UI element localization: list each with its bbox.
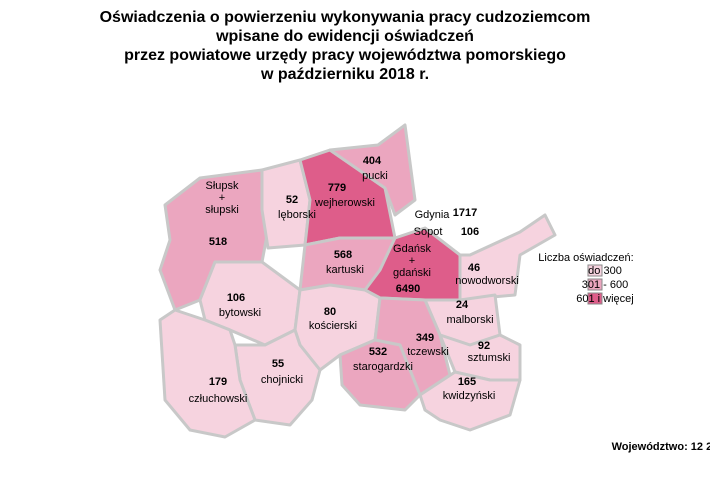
title-line: przez powiatowe urzędy pracy województwa… (124, 47, 566, 64)
region-value: 779 (328, 182, 346, 194)
city-value: 1717 (453, 207, 477, 219)
total: Województwo: 12 262 oświadczenia (612, 441, 710, 453)
region-value: 568 (334, 249, 352, 261)
region-value: 46 (468, 262, 480, 274)
region-area (338, 338, 422, 412)
regions (158, 123, 557, 439)
region-name: sztumski (468, 352, 511, 364)
region-name: Gdańsk (393, 243, 431, 255)
legend-label: 301 - 600 (582, 279, 628, 291)
region-name: człuchowski (189, 393, 248, 405)
region-name: + (409, 255, 415, 267)
region-name: bytowski (219, 307, 261, 319)
region-name: malborski (446, 314, 493, 326)
region-value: 518 (209, 236, 227, 248)
title-line: Oświadczenia o powierzeniu wykonywania p… (100, 9, 591, 26)
city-value: 106 (461, 226, 479, 238)
region-value: 404 (363, 155, 382, 167)
region-name: wejherowski (314, 197, 375, 209)
legend-label: 601 i więcej (576, 293, 633, 305)
city-name: Sopot (414, 226, 443, 238)
region-value: 349 (416, 332, 434, 344)
region-name: starogardzki (353, 361, 413, 373)
title-line: w październiku 2018 r. (260, 66, 429, 83)
region-value: 92 (478, 340, 490, 352)
legend-swatch (587, 264, 603, 277)
region-name: Słupsk (205, 180, 239, 192)
region-area (328, 123, 417, 217)
legend-swatch (587, 292, 603, 305)
region-name: nowodworski (455, 275, 519, 287)
region-area (418, 370, 522, 432)
title-line: wpisane do ewidencji oświadczeń (215, 28, 474, 45)
region-value: 52 (286, 194, 298, 206)
region-name: kartuski (326, 264, 364, 276)
region-name: chojnicki (261, 374, 303, 386)
city-name: Gdynia (415, 209, 451, 221)
region-name: pucki (362, 170, 388, 182)
legend-label: do 300 (588, 265, 622, 277)
region-name: kwidzyński (443, 390, 496, 402)
legend-swatch (587, 278, 603, 291)
region-value: 55 (272, 358, 284, 370)
region-name: tczewski (407, 346, 449, 358)
region-value: 179 (209, 376, 227, 388)
region-name: lęborski (278, 209, 316, 221)
region-value: 6490 (396, 283, 420, 295)
region-value: 106 (227, 292, 245, 304)
region-area (158, 308, 257, 439)
region-value: 165 (458, 376, 476, 388)
region-name: słupski (205, 204, 239, 216)
legend-title: Liczba oświadczeń: (538, 252, 633, 264)
region-name: gdański (393, 267, 431, 279)
region-name: + (219, 192, 225, 204)
region-value: 80 (324, 306, 336, 318)
region-value: 24 (456, 299, 469, 311)
region-value: 532 (369, 346, 387, 358)
region-name: kościerski (309, 320, 357, 332)
